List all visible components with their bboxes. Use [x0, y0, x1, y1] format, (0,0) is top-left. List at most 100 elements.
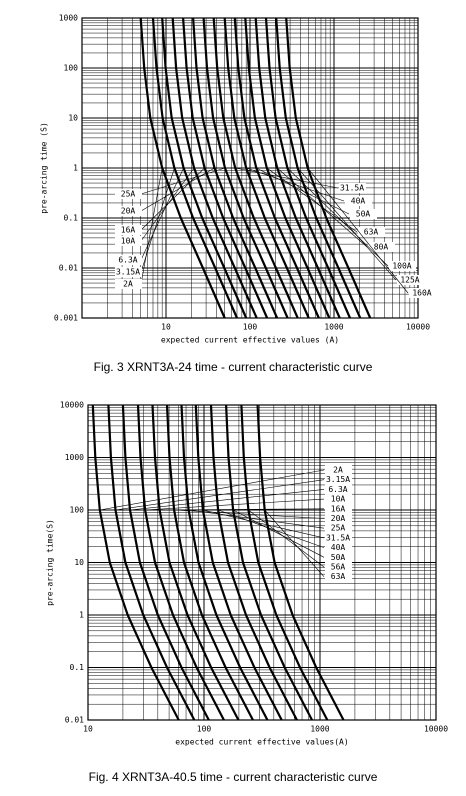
x-tick-label: 100 — [197, 725, 212, 734]
label-box — [115, 255, 142, 265]
y-tick-label: 1 — [73, 164, 78, 173]
label-box — [325, 494, 352, 505]
plot-frame — [81, 17, 419, 319]
curve-label: 31.5A — [340, 184, 364, 193]
curve — [275, 17, 362, 319]
label-box — [325, 474, 352, 485]
curve-label: 63A — [364, 228, 379, 237]
leader-line — [248, 509, 325, 568]
label-box — [115, 279, 142, 289]
label-box — [325, 523, 352, 534]
y-tick-label: 100 — [64, 64, 79, 73]
leader-line — [307, 167, 409, 294]
curve-label: 80A — [374, 243, 389, 252]
x-tick-label: 10 — [83, 725, 93, 734]
curve — [161, 17, 248, 319]
label-box — [325, 552, 352, 563]
curve-label: 100A — [392, 262, 411, 271]
leader-line — [256, 167, 350, 215]
label-box — [115, 189, 142, 199]
plot-frame — [87, 404, 437, 721]
leader-line — [140, 167, 184, 261]
curve-label: 2A — [333, 466, 343, 475]
x-tick-label: 1000 — [324, 323, 343, 332]
leader-line — [115, 479, 325, 511]
label-box — [325, 562, 352, 572]
curve-label: 125A — [400, 276, 419, 285]
curve-label: 50A — [356, 210, 371, 219]
curve — [209, 404, 298, 721]
curve — [240, 404, 329, 721]
leader-line — [140, 167, 205, 231]
curve-label: 6.3A — [118, 256, 137, 265]
y-tick-label: 10 — [68, 114, 78, 123]
curve — [256, 404, 345, 721]
curve-label: 31.5A — [326, 533, 350, 542]
curve-label: 160A — [412, 289, 431, 298]
label-box — [325, 465, 352, 475]
x-tick-label: 1000 — [310, 725, 329, 734]
curve-label: 20A — [121, 207, 136, 216]
leader-line — [232, 509, 325, 558]
label-box — [389, 261, 416, 271]
y-tick-label: 0.1 — [64, 214, 79, 223]
y-tick-label: 0.001 — [54, 314, 78, 323]
leader-line — [287, 167, 389, 267]
leader-line — [276, 167, 368, 248]
curve — [136, 404, 225, 721]
curve — [180, 404, 269, 721]
y-tick-label: 10 — [74, 558, 84, 567]
leader-line — [129, 489, 325, 511]
label-box — [115, 236, 142, 246]
y-axis-label: pre-arcing time (S) — [40, 122, 49, 214]
leader-line — [145, 498, 325, 511]
curve-label: 2A — [123, 280, 133, 289]
curve-label: 50A — [331, 553, 346, 562]
x-tick-label: 10 — [161, 323, 171, 332]
leader-line — [264, 509, 325, 577]
curve — [107, 404, 196, 721]
curve-label: 25A — [121, 190, 136, 199]
curve-label: 10A — [331, 495, 346, 504]
curve-label: 25A — [331, 524, 346, 533]
curve — [165, 404, 254, 721]
curve — [91, 404, 180, 721]
label-box — [115, 206, 142, 216]
y-tick-label: 100 — [70, 506, 85, 515]
curve-label: 40A — [331, 543, 346, 552]
curve-label: 20A — [331, 514, 346, 523]
curve-label: 6.3A — [328, 485, 347, 494]
curve-label: 10A — [121, 237, 136, 246]
label-box — [358, 227, 385, 237]
curve — [121, 404, 210, 721]
x-tick-label: 10000 — [406, 323, 430, 332]
y-tick-label: 1 — [79, 611, 84, 620]
curve-label: 56A — [331, 563, 346, 572]
leader-line — [246, 167, 345, 202]
leader-line — [202, 509, 325, 539]
curve — [225, 404, 313, 721]
curve-label: 16A — [121, 226, 136, 235]
y-tick-label: 0.01 — [65, 716, 84, 725]
y-tick-label: 1000 — [65, 453, 84, 462]
curve-label: 40A — [351, 197, 366, 206]
y-axis-label: pre-arcing time(S) — [46, 519, 55, 606]
label-box — [115, 225, 142, 235]
x-axis-label: expected current effective values (A) — [161, 336, 339, 345]
curve-label: 3.15A — [116, 268, 140, 277]
y-tick-label: 0.1 — [70, 663, 85, 672]
y-tick-label: 10000 — [60, 401, 84, 410]
x-tick-label: 100 — [243, 323, 258, 332]
leader-line — [297, 167, 397, 281]
leader-line — [159, 508, 325, 511]
leader-line — [99, 469, 325, 511]
label-box — [325, 532, 352, 543]
label-box — [345, 196, 372, 206]
label-box — [325, 484, 352, 495]
curve — [194, 404, 283, 721]
curve — [151, 404, 240, 721]
label-box — [325, 503, 352, 514]
x-tick-label: 10000 — [424, 725, 448, 734]
curve — [182, 17, 269, 319]
